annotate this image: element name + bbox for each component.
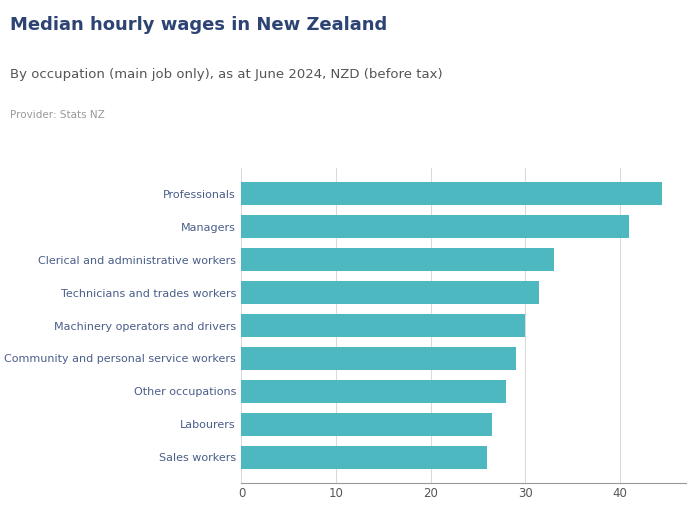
Bar (241, 413, 492, 436)
Bar (241, 347, 516, 370)
Text: figure.nz: figure.nz (582, 24, 653, 38)
Text: By occupation (main job only), as at June 2024, NZD (before tax): By occupation (main job only), as at Jun… (10, 68, 443, 81)
Bar (241, 248, 554, 271)
Bar (241, 182, 662, 205)
Bar (241, 215, 629, 238)
Bar (241, 314, 525, 337)
Text: Provider: Stats NZ: Provider: Stats NZ (10, 110, 105, 120)
Bar (241, 380, 506, 403)
Bar (241, 446, 487, 469)
Bar (241, 281, 540, 304)
Text: Median hourly wages in New Zealand: Median hourly wages in New Zealand (10, 16, 388, 34)
